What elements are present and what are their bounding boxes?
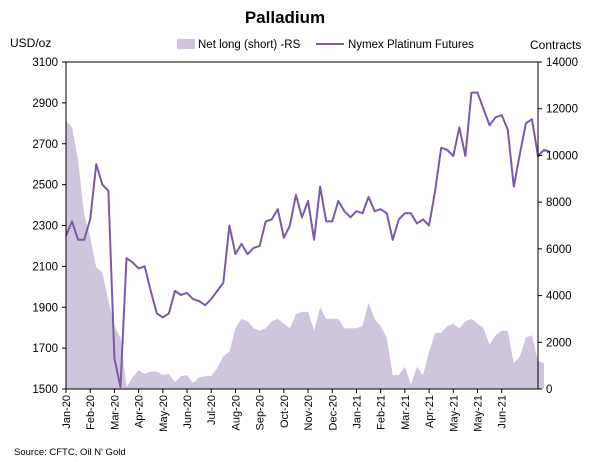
y-right-tick-label: 8000 <box>546 197 572 209</box>
y-left-tick-label: 1700 <box>32 343 58 355</box>
x-tick-label: Jun-20 <box>182 395 194 429</box>
y-left-tick-label: 2500 <box>32 180 58 192</box>
y-right-tick-label: 0 <box>546 384 552 396</box>
right-axis-unit: Contracts <box>530 38 581 52</box>
y-right-tick-label: 14000 <box>546 57 578 69</box>
x-tick-label: Jan-20 <box>61 395 73 429</box>
x-tick-label: Jul-20 <box>206 395 218 425</box>
x-tick-label: May-21 <box>448 395 460 432</box>
x-tick-label: May-20 <box>158 395 170 432</box>
x-tick-label: Mar-20 <box>109 395 121 430</box>
x-tick-label: Dec-20 <box>327 395 339 430</box>
x-tick-label: May-21 <box>472 395 484 432</box>
x-tick-label: Apr-20 <box>134 395 146 428</box>
y-left-tick-label: 3100 <box>32 57 58 69</box>
y-right-tick-label: 10000 <box>546 150 578 162</box>
x-tick-label: Apr-21 <box>424 395 436 428</box>
legend: Net long (short) -RS Nymex Platinum Futu… <box>177 39 474 51</box>
y-left-tick-label: 2300 <box>32 221 58 233</box>
x-tick-label: Oct-20 <box>279 395 291 428</box>
left-axis-unit: USD/oz <box>10 36 51 50</box>
platinum-futures-line <box>65 91 551 388</box>
legend-area-label: Net long (short) -RS <box>198 39 301 51</box>
source-note: Source: CFTC, Oil N' Gold <box>14 447 126 458</box>
x-tick-label: Jun-21 <box>497 395 509 429</box>
x-tick-label: Nov-20 <box>303 395 315 430</box>
y-right-tick-label: 6000 <box>546 244 572 256</box>
plot-area: 1500 1700 1900 2100 2300 2500 2700 2900 3100 0 200… <box>32 57 578 432</box>
y-left-tick-label: 2700 <box>32 139 58 151</box>
x-tick-label: Feb-20 <box>85 395 97 430</box>
legend-area-swatch <box>177 39 195 49</box>
y-left-tick-label: 1900 <box>32 302 58 314</box>
y-left-tick-label: 2100 <box>32 261 58 273</box>
x-tick-label: Sep-20 <box>255 395 267 430</box>
y-right-tick-label: 4000 <box>546 291 572 303</box>
x-tick-label: Aug-20 <box>230 395 242 430</box>
y-right-tick-label: 12000 <box>546 104 578 116</box>
x-tick-label: Feb-21 <box>376 395 388 430</box>
y-left-tick-label: 2900 <box>32 98 58 110</box>
y-left-tick-label: 1500 <box>32 384 58 396</box>
net-long-area <box>66 120 545 389</box>
x-tick-label: Mar-21 <box>400 395 412 430</box>
legend-line-label: Nymex Platinum Futures <box>348 39 474 51</box>
y-right-tick-label: 2000 <box>546 337 572 349</box>
chart-title: Palladium <box>245 8 325 27</box>
x-tick-label: Jan-21 <box>351 395 363 429</box>
